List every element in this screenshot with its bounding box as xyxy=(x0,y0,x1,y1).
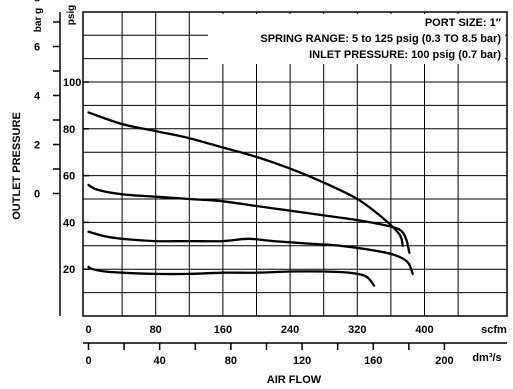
x-axis-label: AIR FLOW xyxy=(267,374,322,386)
annotation-background xyxy=(208,14,505,64)
y-unit-primary: psig xyxy=(66,5,77,26)
y-tick-label-secondary: 8 xyxy=(34,0,40,5)
y-tick-label-primary: 80 xyxy=(63,124,75,136)
plot-frame xyxy=(82,11,508,317)
y-tick-label-secondary: 0 xyxy=(34,189,40,201)
x-tick-label-primary: 320 xyxy=(348,324,366,336)
x-tick-label-primary: 160 xyxy=(214,324,232,336)
x-tick-label-primary: 240 xyxy=(281,324,299,336)
y-axis-label: OUTLET PRESSURE xyxy=(11,112,23,220)
annotation-spring-range: SPRING RANGE: 5 to 125 psig (0.3 TO 8.5 … xyxy=(260,33,501,45)
y-tick-label-secondary: 6 xyxy=(34,42,40,54)
y-tick-label-secondary: 4 xyxy=(34,91,41,103)
x-tick-label-secondary: 120 xyxy=(293,355,311,367)
x-unit-secondary: dm³/s xyxy=(472,352,501,364)
y-tick-label-primary: 20 xyxy=(63,264,75,276)
x-tick-label-primary: 400 xyxy=(415,324,433,336)
x-tick-label-secondary: 40 xyxy=(154,355,166,367)
x-tick-label-secondary: 80 xyxy=(225,355,237,367)
annotation-port-size: PORT SIZE: 1″ xyxy=(425,17,502,29)
series-line-2 xyxy=(87,183,411,254)
x-tick-label-secondary: 0 xyxy=(85,355,91,367)
series-lines xyxy=(87,111,414,287)
x-tick-label-primary: 0 xyxy=(85,324,91,336)
y-unit-secondary: bar g xyxy=(33,8,44,32)
y-tick-label-primary: 100 xyxy=(63,77,81,89)
series-line-3 xyxy=(87,230,414,276)
x-tick-label-secondary: 200 xyxy=(435,355,453,367)
x-unit-primary: scfm xyxy=(481,324,507,336)
series-line-1 xyxy=(87,111,404,247)
x-tick-label-primary: 80 xyxy=(150,324,162,336)
y-tick-label-secondary: 2 xyxy=(34,140,40,152)
y-tick-label-primary: 60 xyxy=(63,171,75,183)
x-unit-secondary-text: dm³/s xyxy=(472,352,501,364)
annotation-inlet-pressure: INLET PRESSURE: 100 psig (0.7 bar) xyxy=(309,49,501,61)
x-axis: scfm dm³/s AIR FLOW 0 80 160 240 320 400 0 40 80… xyxy=(83,324,507,386)
x-tick-label-secondary: 160 xyxy=(364,355,382,367)
annotation-box: PORT SIZE: 1″ SPRING RANGE: 5 to 125 psi… xyxy=(208,14,505,64)
series-line-4 xyxy=(87,265,376,287)
y-axis: bar g psig OUTLET PRESSURE 20 40 60 80 100 0 2… xyxy=(11,0,89,316)
y-tick-label-primary: 40 xyxy=(63,217,75,229)
